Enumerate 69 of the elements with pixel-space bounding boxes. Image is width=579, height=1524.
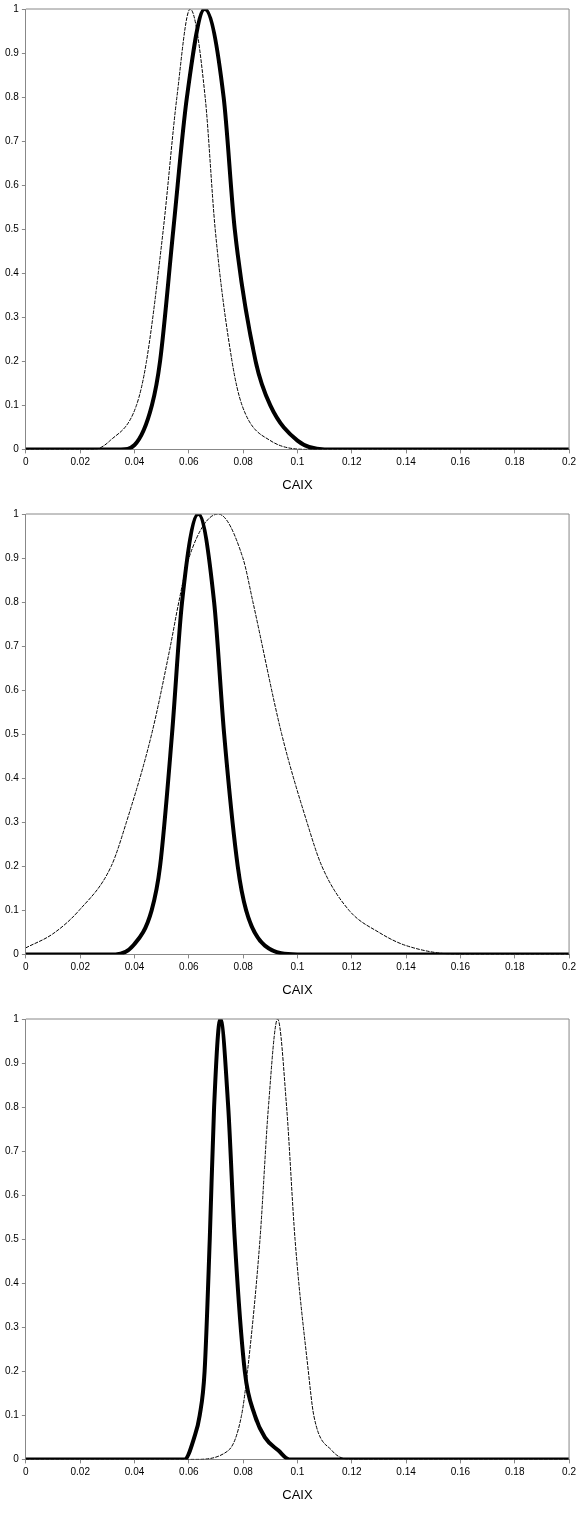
x-tick-label: 0.08 <box>233 456 254 468</box>
y-tick-label: 0.1 <box>5 1409 20 1421</box>
x-tick-label: 0.02 <box>70 456 91 468</box>
y-tick-label: 0.7 <box>5 1144 20 1156</box>
y-tick-label: 1 <box>13 507 20 519</box>
y-tick-label: 0.2 <box>5 1365 20 1377</box>
x-tick-label: 0.04 <box>124 456 145 468</box>
y-tick-label: 0.7 <box>5 639 20 651</box>
y-tick-label: 0.9 <box>5 1056 20 1068</box>
y-tick-label: 0.8 <box>5 90 20 102</box>
x-tick-label: 0.18 <box>505 961 525 973</box>
y-tick-label: 0.5 <box>5 727 20 739</box>
y-tick-label: 0 <box>13 1453 20 1465</box>
y-tick-label: 0.4 <box>5 771 20 783</box>
x-axis-title: CAIX <box>282 476 313 492</box>
x-tick-label: 0.04 <box>124 961 145 973</box>
x-tick-label: 0.1 <box>290 1466 305 1478</box>
y-tick-label: 0.7 <box>5 134 20 146</box>
y-tick-label: 0.8 <box>5 595 20 607</box>
x-tick-label: 0.16 <box>450 961 471 973</box>
x-tick-label: 0.16 <box>450 1466 471 1478</box>
y-tick-label: 0.5 <box>5 1232 20 1244</box>
x-tick-label: 0.2 <box>562 456 577 468</box>
y-tick-label: 0.6 <box>5 683 20 695</box>
x-tick-label: 0.1 <box>290 456 305 468</box>
x-tick-label: 0.06 <box>179 456 200 468</box>
x-tick-label: 0.12 <box>342 456 362 468</box>
x-tick-label: 0.16 <box>450 456 471 468</box>
y-tick-label: 0.5 <box>5 222 20 234</box>
y-tick-label: 0.9 <box>5 551 20 563</box>
y-tick-label: 0.9 <box>5 46 20 58</box>
y-tick-label: 1 <box>13 1012 20 1024</box>
y-tick-label: 0.2 <box>5 860 20 872</box>
x-axis-title: CAIX <box>282 1486 313 1502</box>
y-tick-label: 0.3 <box>5 311 20 323</box>
y-tick-label: 0.3 <box>5 1321 20 1333</box>
y-tick-label: 1 <box>13 2 20 14</box>
y-tick-label: 0.6 <box>5 178 20 190</box>
y-tick-label: 0.1 <box>5 904 20 916</box>
y-tick-label: 0 <box>13 948 20 960</box>
x-tick-label: 0.08 <box>233 1466 254 1478</box>
x-tick-label: 0 <box>23 456 30 468</box>
x-tick-label: 0.02 <box>70 961 91 973</box>
x-tick-label: 0 <box>23 1466 30 1478</box>
x-tick-label: 0.12 <box>342 961 362 973</box>
y-tick-label: 0.6 <box>5 1188 20 1200</box>
y-tick-label: 0.2 <box>5 355 20 367</box>
y-tick-label: 0.1 <box>5 399 20 411</box>
x-tick-label: 0.08 <box>233 961 254 973</box>
y-tick-label: 0.4 <box>5 266 20 278</box>
x-axis-title: CAIX <box>282 981 313 997</box>
x-tick-label: 0.18 <box>505 456 525 468</box>
y-tick-label: 0.3 <box>5 816 20 828</box>
x-tick-label: 0.06 <box>179 961 200 973</box>
x-tick-label: 0.02 <box>70 1466 91 1478</box>
x-tick-label: 0.06 <box>179 1466 200 1478</box>
x-tick-label: 0.12 <box>342 1466 362 1478</box>
x-tick-label: 0.18 <box>505 1466 525 1478</box>
x-tick-label: 0.04 <box>124 1466 145 1478</box>
y-tick-label: 0.8 <box>5 1100 20 1112</box>
y-tick-label: 0 <box>13 443 20 455</box>
x-tick-label: 0 <box>23 961 30 973</box>
x-tick-label: 0.14 <box>396 456 417 468</box>
x-tick-label: 0.14 <box>396 1466 417 1478</box>
y-tick-label: 0.4 <box>5 1276 20 1288</box>
x-tick-label: 0.1 <box>290 961 305 973</box>
x-tick-label: 0.2 <box>562 961 577 973</box>
x-tick-label: 0.14 <box>396 961 417 973</box>
x-tick-label: 0.2 <box>562 1466 577 1478</box>
